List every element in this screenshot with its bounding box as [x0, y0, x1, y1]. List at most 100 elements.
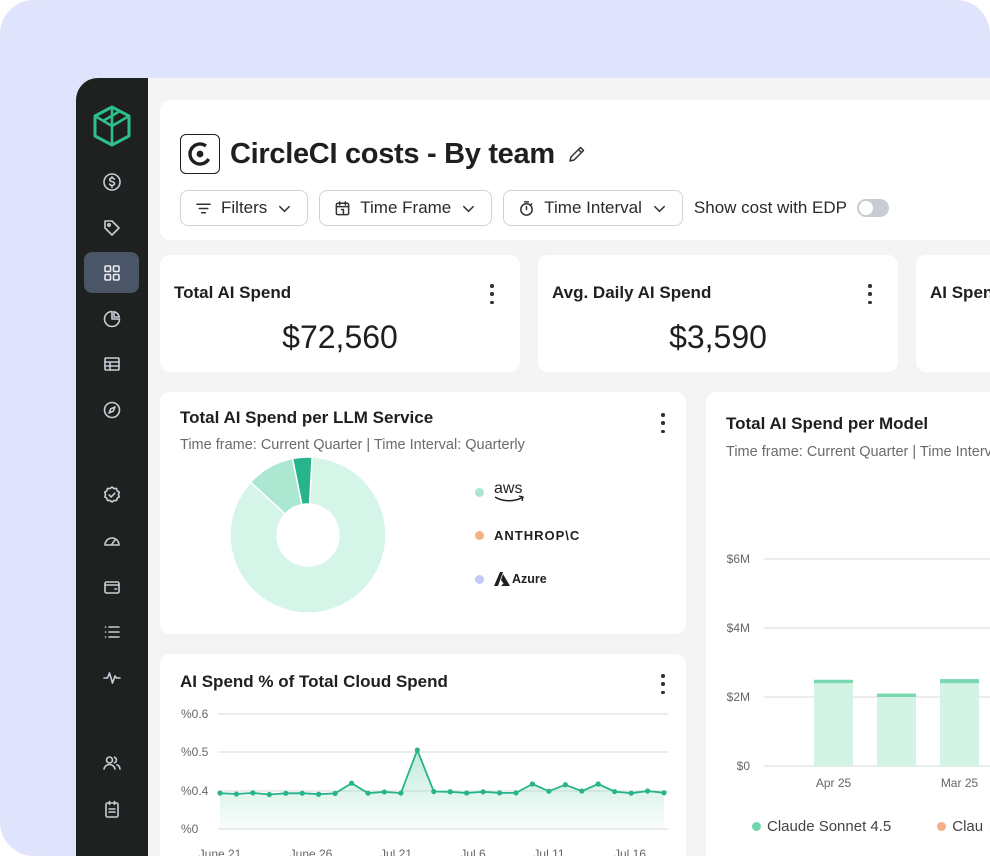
cloud-spend-area-chart: %0 %0.4 %0.5 %0.6 June 21 June 26 Jul 21 Jul 6 J…: [181, 707, 668, 856]
data-point: [529, 781, 536, 787]
tag-icon: [103, 219, 120, 236]
card-title: Total AI Spend per LLM Service: [180, 408, 434, 427]
legend-label: Clau: [952, 818, 984, 835]
x-tick-label: June 21: [199, 847, 242, 856]
bar-segment: [877, 693, 916, 697]
sidebar-item-list[interactable]: [84, 611, 139, 652]
x-tick-label: Jul 16: [614, 847, 646, 856]
activity-icon: [102, 671, 121, 684]
more-options-icon[interactable]: [660, 413, 666, 433]
compass-icon: [103, 401, 120, 418]
main-content: CircleCI costs - By team Filters Time Fr…: [148, 78, 990, 856]
model-bar-chart: $0 $2M $4M $6M Apr 25 Mar 25: [727, 552, 990, 790]
sidebar-item-budgets[interactable]: [84, 566, 139, 607]
stopwatch-icon: [520, 200, 534, 216]
sidebar-item-compliance[interactable]: [84, 474, 139, 515]
clipboard-icon: [104, 800, 119, 818]
table-icon: [103, 356, 120, 371]
data-point: [496, 790, 503, 796]
data-point: [316, 791, 322, 797]
data-point: [480, 789, 486, 795]
legend-dot: [752, 822, 761, 831]
aws-smile-icon: [494, 495, 524, 502]
data-point: [513, 790, 519, 796]
x-tick-label: Mar 25: [941, 776, 979, 790]
dollar-icon: [102, 172, 121, 191]
chevron-down-icon: [463, 205, 475, 212]
legend-dot: [475, 574, 484, 584]
brand-logo-icon[interactable]: [90, 104, 134, 148]
data-point: [398, 790, 404, 796]
kpi-value: $3,590: [669, 319, 767, 355]
y-tick-label: $2M: [727, 690, 750, 704]
sidebar-item-tags[interactable]: [84, 207, 139, 248]
bar-segment: [814, 679, 853, 684]
edp-toggle[interactable]: [856, 199, 889, 217]
azure-a-icon: [494, 572, 510, 586]
y-tick-label: %0: [181, 822, 199, 836]
circleci-logo-icon: [180, 134, 220, 174]
data-point: [644, 788, 651, 794]
legend-item-aws: aws: [475, 481, 526, 503]
kpi-card-third: AI Spen: [916, 255, 990, 372]
x-tick-label: Apr 25: [816, 776, 852, 790]
sidebar-item-billing[interactable]: [84, 161, 139, 202]
data-point: [283, 790, 289, 796]
chevron-down-icon: [653, 205, 665, 212]
page-title: CircleCI costs - By team: [230, 137, 555, 170]
sidebar-item-tables[interactable]: [84, 343, 139, 384]
y-tick-label: %0.4: [181, 784, 209, 798]
more-options-icon[interactable]: [867, 284, 873, 304]
x-tick-label: Jul 11: [533, 847, 564, 856]
data-point: [447, 789, 453, 795]
llm-service-card: Total AI Spend per LLM Service Time fram…: [160, 392, 686, 634]
kpi-value: $72,560: [282, 319, 398, 355]
data-point: [365, 790, 371, 796]
card-subtitle: Time frame: Current Quarter | Time Inter…: [726, 444, 990, 460]
data-point: [348, 780, 355, 786]
pie-slice: [291, 456, 313, 506]
y-tick-label: %0.5: [181, 745, 209, 759]
more-options-icon[interactable]: [489, 284, 495, 304]
sidebar-item-docs[interactable]: [84, 788, 139, 829]
data-point: [612, 788, 618, 795]
sidebar-item-reports[interactable]: [84, 298, 139, 339]
bar-segment: [940, 683, 979, 766]
model-spend-card: Total AI Spend per Model Time frame: Cur…: [706, 392, 990, 856]
data-point: [217, 790, 223, 796]
data-point: [464, 790, 470, 796]
sidebar-item-users[interactable]: [84, 742, 139, 783]
dashboard-header: CircleCI costs - By team Filters Time Fr…: [160, 100, 990, 240]
kpi-title: Avg. Daily AI Spend: [552, 283, 712, 302]
sidebar-item-explore[interactable]: [84, 389, 139, 430]
more-options-icon[interactable]: [660, 674, 666, 694]
data-point: [250, 790, 256, 796]
app-window: CircleCI costs - By team Filters Time Fr…: [76, 78, 990, 856]
pie-chart-icon: [103, 310, 120, 327]
sidebar-item-performance[interactable]: [84, 520, 139, 561]
x-tick-label: Jul 6: [460, 847, 486, 856]
legend-dot: [937, 822, 947, 831]
data-point: [628, 790, 634, 796]
sidebar-item-dashboards[interactable]: [84, 252, 139, 293]
chevron-down-icon: [279, 205, 291, 212]
sidebar-item-activity[interactable]: [84, 657, 139, 698]
bar-segment: [877, 697, 916, 766]
pie-slice: [229, 456, 387, 614]
filters-dropdown[interactable]: Filters: [180, 190, 309, 226]
badge-check-icon: [103, 485, 120, 503]
time-interval-dropdown[interactable]: Time Interval: [503, 190, 683, 226]
dashboard-grid-icon: [103, 264, 120, 281]
y-tick-label: $6M: [727, 552, 750, 566]
sidebar: [76, 78, 148, 856]
kpi-card-total-spend: Total AI Spend $72,560: [160, 255, 520, 372]
edp-label: Show cost with EDP: [693, 198, 847, 217]
time-frame-dropdown[interactable]: Time Frame: [319, 190, 493, 226]
llm-pie-chart: [229, 456, 387, 614]
time-interval-label: Time Interval: [544, 198, 642, 217]
edit-pencil-icon[interactable]: [567, 144, 587, 164]
azure-logo: Azure: [494, 572, 547, 586]
data-point: [332, 790, 338, 796]
gauge-icon: [103, 536, 120, 546]
